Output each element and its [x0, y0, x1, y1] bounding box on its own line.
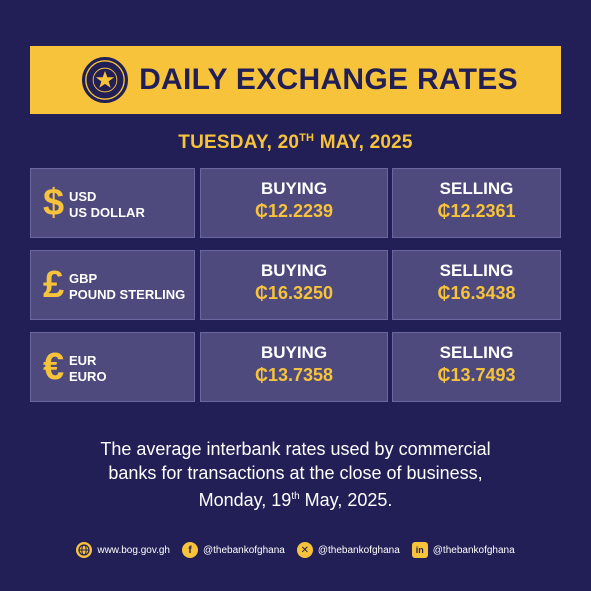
currency-cell: £ GBP POUND STERLING [30, 250, 195, 320]
buying-label: BUYING [260, 179, 328, 198]
buying-label: BUYING [260, 261, 328, 280]
buying-cell: BUYING ₵12.2239 [200, 168, 388, 238]
globe-icon [76, 542, 93, 558]
currency-cell: $ USD US DOLLAR [30, 168, 195, 238]
currency-code: GBP [69, 271, 98, 286]
selling-rate: ₵16.3438 [437, 283, 516, 303]
selling-cell: SELLING ₵12.2361 [392, 168, 561, 238]
facebook-icon: f [181, 542, 198, 558]
facebook-link[interactable]: f @thebankofghana [181, 542, 285, 558]
buying-cell: BUYING ₵16.3250 [200, 250, 388, 320]
rate-date: TUESDAY, 20TH MAY, 2025 [178, 132, 413, 153]
social-footer: www.bog.gov.gh f @thebankofghana ✕ @theb… [0, 539, 591, 561]
bank-seal-logo [82, 57, 128, 103]
euro-icon: € [43, 346, 65, 388]
selling-rate: ₵13.7493 [437, 365, 516, 385]
rate-row-eur: € EUR EURO BUYING ₵13.7358 SELLING ₵13.7… [30, 332, 561, 402]
page-title: DAILY EXCHANGE RATES [139, 63, 518, 96]
selling-cell: SELLING ₵16.3438 [392, 250, 561, 320]
currency-code: USD [69, 189, 97, 204]
buying-cell: BUYING ₵13.7358 [200, 332, 388, 402]
currency-name: US DOLLAR [69, 205, 145, 220]
buying-rate: ₵16.3250 [254, 283, 334, 303]
selling-rate: ₵12.2361 [437, 201, 516, 221]
currency-code: EUR [69, 353, 97, 368]
title-banner: DAILY EXCHANGE RATES [30, 46, 561, 114]
rate-row-usd: $ USD US DOLLAR BUYING ₵12.2239 SELLING … [30, 168, 561, 238]
linkedin-link[interactable]: in @thebankofghana [411, 542, 515, 558]
currency-name: EURO [69, 369, 107, 384]
buying-rate: ₵13.7358 [254, 365, 334, 385]
buying-rate: ₵12.2239 [254, 201, 334, 221]
rate-row-gbp: £ GBP POUND STERLING BUYING ₵16.3250 SEL… [30, 250, 561, 320]
currency-cell: € EUR EURO [30, 332, 195, 402]
website-link[interactable]: www.bog.gov.gh [76, 542, 170, 558]
buying-label: BUYING [260, 343, 328, 362]
x-icon: ✕ [296, 542, 313, 558]
x-link[interactable]: ✕ @thebankofghana [296, 542, 400, 558]
pound-icon: £ [43, 264, 65, 306]
dollar-icon: $ [43, 182, 65, 224]
currency-name: POUND STERLING [69, 287, 186, 302]
selling-label: SELLING [439, 261, 514, 280]
selling-label: SELLING [439, 343, 514, 362]
selling-cell: SELLING ₵13.7493 [392, 332, 561, 402]
linkedin-icon: in [411, 542, 428, 558]
selling-label: SELLING [439, 179, 514, 198]
rates-note: The average interbank rates used by comm… [100, 439, 491, 510]
